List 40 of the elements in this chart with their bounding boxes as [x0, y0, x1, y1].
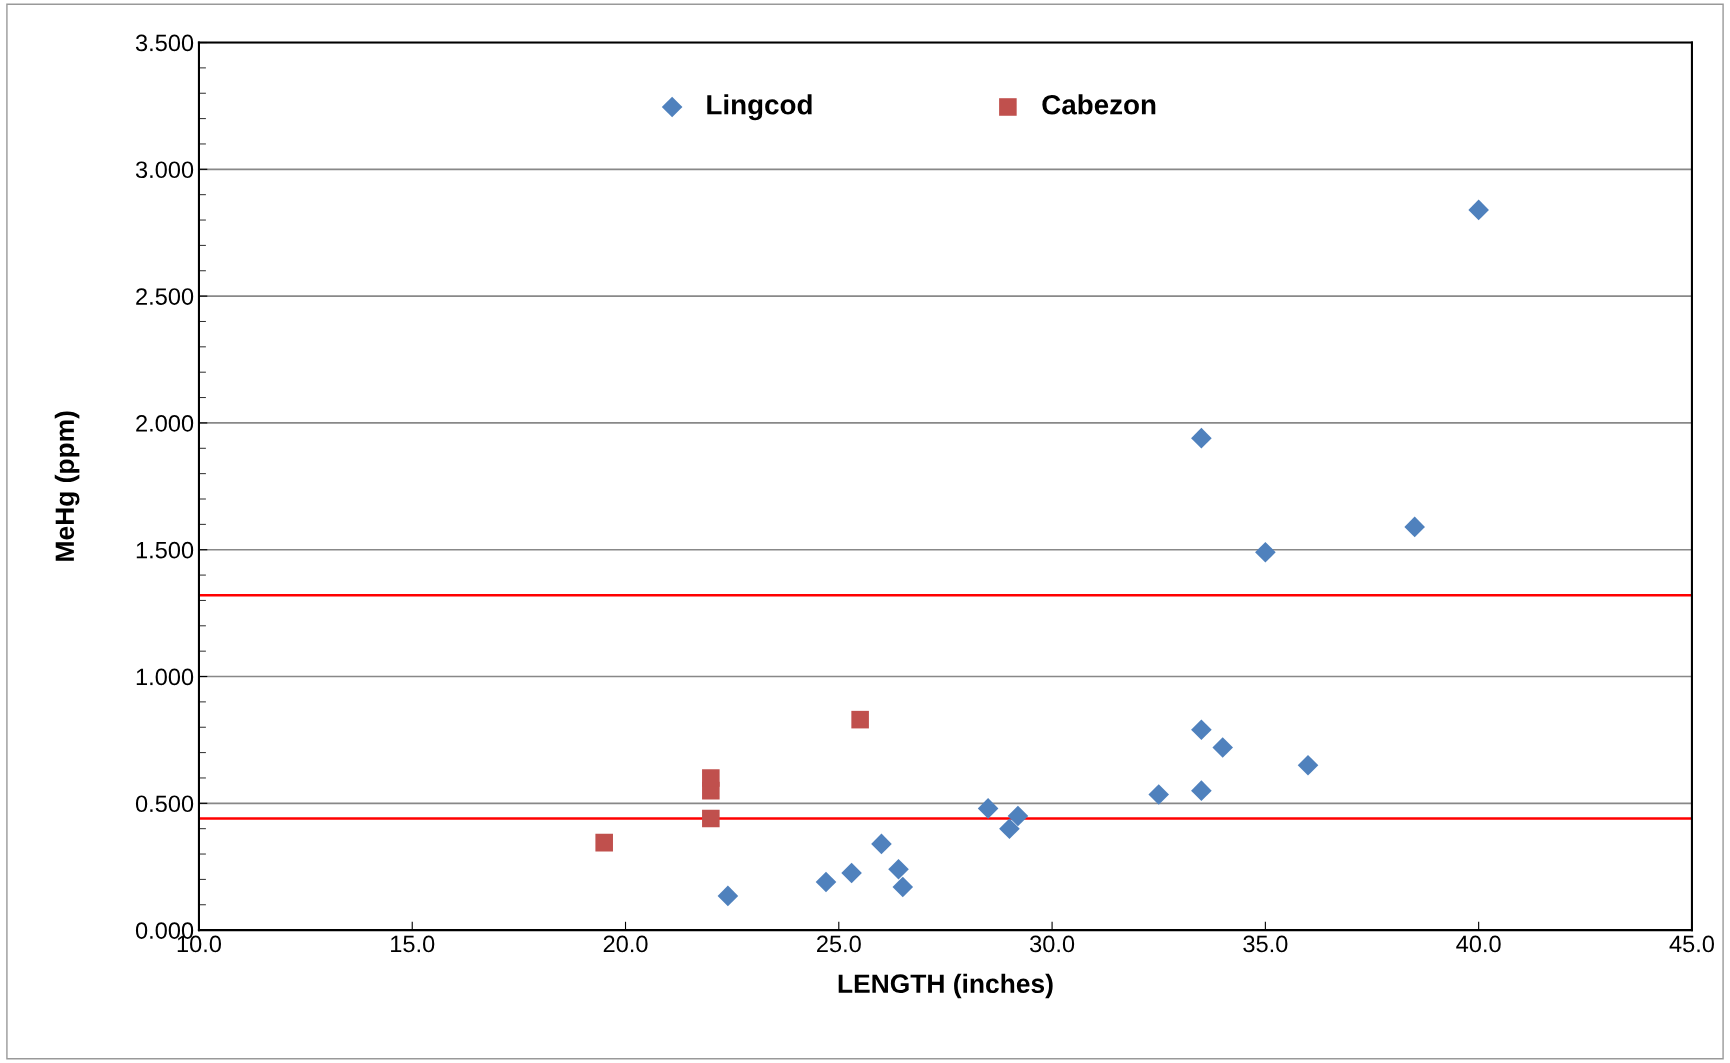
y-tick-label: 3.500: [135, 34, 194, 52]
point: [1404, 516, 1425, 538]
legend-label: Cabezon: [1042, 94, 1156, 115]
point: [1148, 784, 1170, 805]
point: [1212, 737, 1234, 758]
y-tick-label: 0.500: [135, 795, 194, 813]
point: [595, 833, 613, 852]
point: [871, 833, 892, 855]
point: [841, 862, 862, 884]
x-tick-label: 25.0: [817, 935, 861, 953]
point: [702, 809, 720, 828]
point: [1255, 541, 1276, 563]
point: [1191, 719, 1212, 741]
point: [1191, 780, 1212, 801]
x-tick-label: 30.0: [1030, 935, 1075, 953]
x-tick-label: 45.0: [1669, 935, 1714, 953]
point: [851, 710, 869, 729]
point: [1007, 805, 1029, 827]
y-tick-label: 1.000: [136, 668, 194, 686]
point: [999, 818, 1020, 839]
y-tick-label: 2.500: [136, 288, 194, 305]
y-tick-label: 1.500: [136, 541, 194, 559]
point: [888, 858, 909, 880]
point: [977, 798, 999, 819]
x-tick-label: 40.0: [1456, 935, 1501, 953]
x-tick-label: 20.0: [603, 935, 648, 953]
point: [1191, 427, 1212, 449]
x-tick-label: 15.0: [391, 935, 435, 953]
y-axis-title: MeHg (ppm): [54, 411, 80, 561]
point: [1297, 754, 1319, 776]
point: [1468, 199, 1489, 221]
x-axis-title: LENGTH (inches): [838, 973, 1053, 999]
x-tick-label: 35.0: [1243, 935, 1288, 953]
y-tick-label: 3.000: [135, 161, 194, 179]
point: [717, 885, 739, 907]
legend-label: Lingcod: [707, 94, 812, 121]
point: [892, 876, 914, 898]
y-tick-label: 2.000: [136, 414, 194, 432]
point: [702, 769, 720, 787]
point: [815, 871, 837, 893]
